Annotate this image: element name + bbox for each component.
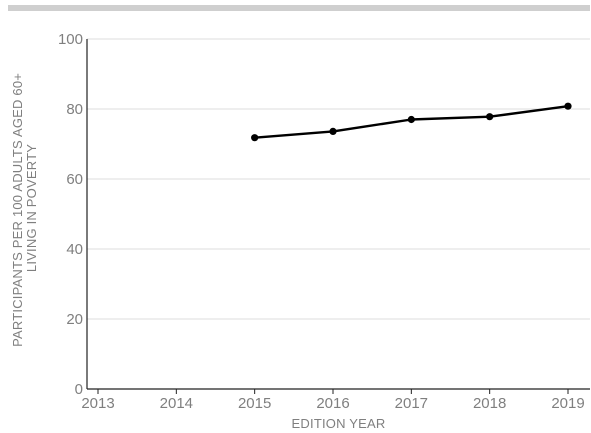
x-tick-label-2014: 2014	[160, 395, 193, 412]
y-tick-label-80: 80	[66, 101, 83, 118]
y-tick-label-0: 0	[75, 381, 83, 398]
data-point-2018	[486, 113, 494, 121]
y-axis-title-line-2: LIVING IN POVERTY	[24, 144, 39, 272]
data-point-2019	[564, 102, 572, 110]
data-point-2015	[251, 134, 259, 142]
data-series	[251, 102, 572, 142]
x-tick-labels: 2013 2014 2015 2016 2017 2018 2019	[81, 395, 584, 412]
x-tick-label-2013: 2013	[81, 395, 114, 412]
x-tick-label-2019: 2019	[551, 395, 584, 412]
y-tick-label-60: 60	[66, 171, 83, 188]
x-axis-title: EDITION YEAR	[292, 416, 386, 431]
y-axis-title: PARTICIPANTS PER 100 ADULTS AGED 60+ LIV…	[10, 69, 39, 347]
y-axis-title-line-1: PARTICIPANTS PER 100 ADULTS AGED 60+	[10, 73, 25, 347]
x-tick-label-2015: 2015	[238, 395, 271, 412]
x-tick-label-2016: 2016	[316, 395, 349, 412]
y-tick-label-40: 40	[66, 241, 83, 258]
axes	[86, 39, 590, 394]
data-point-2016	[329, 127, 337, 135]
y-tick-label-100: 100	[58, 31, 83, 48]
data-point-2017	[407, 115, 415, 124]
x-tick-label-2018: 2018	[473, 395, 506, 412]
x-tick-label-2017: 2017	[395, 395, 428, 412]
gridlines	[87, 38, 590, 320]
y-tick-labels: 0 20 40 60 80 100	[58, 31, 83, 398]
y-tick-label-20: 20	[66, 311, 83, 328]
header-bar	[8, 5, 590, 11]
